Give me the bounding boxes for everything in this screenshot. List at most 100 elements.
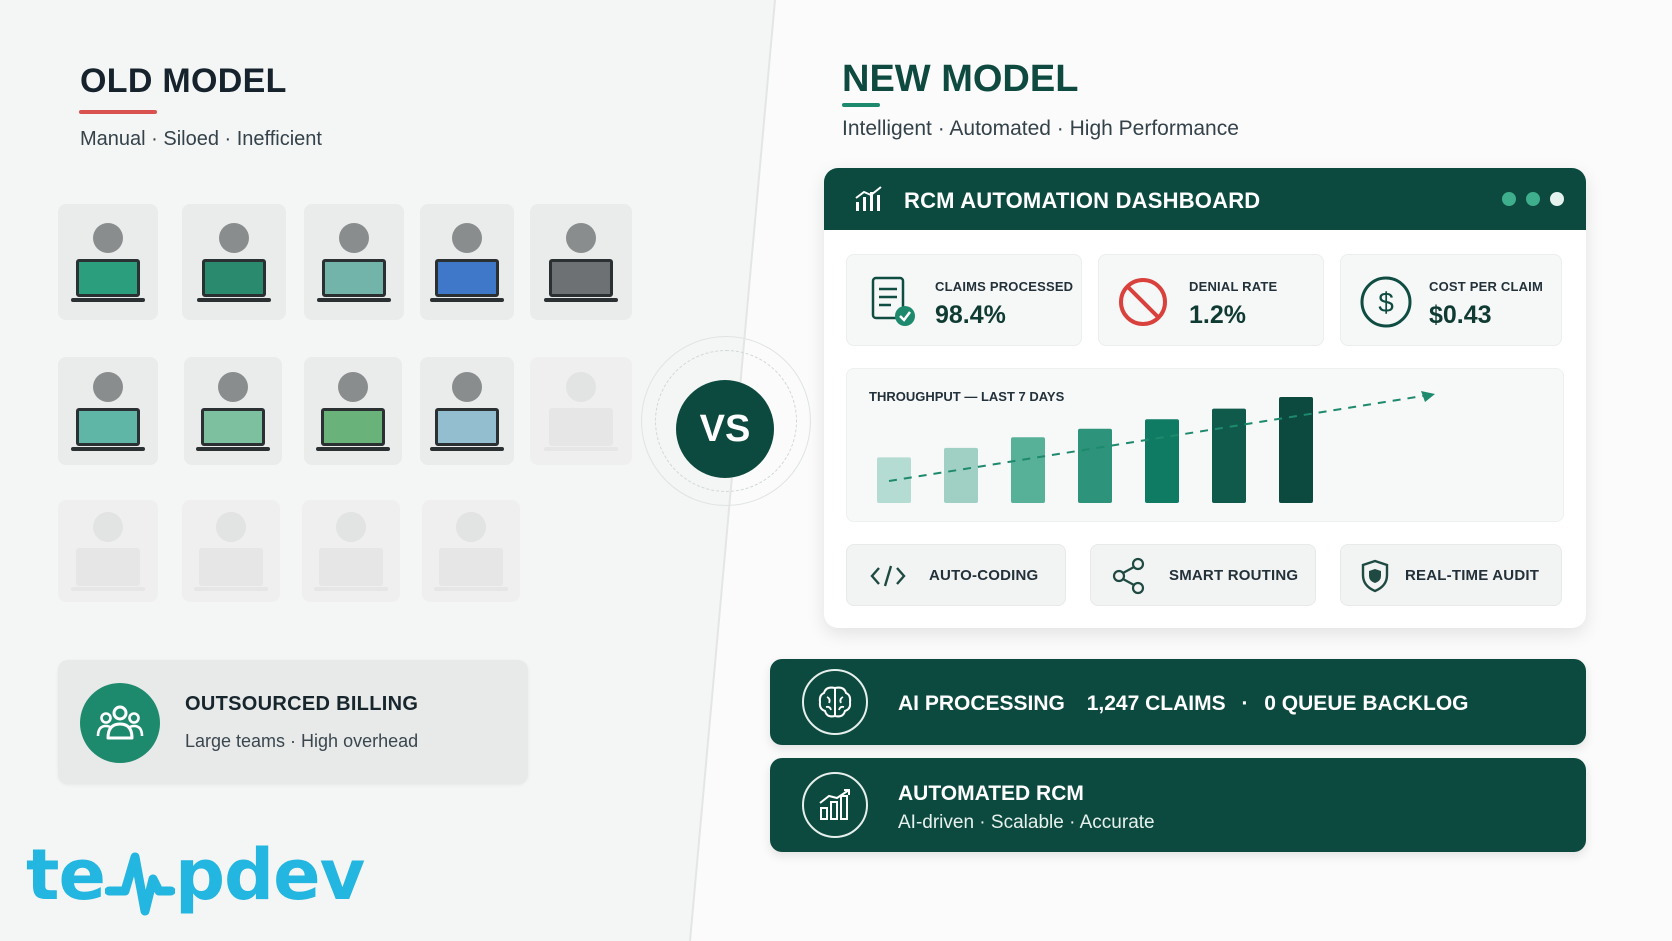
workstation-tile xyxy=(58,500,158,602)
metric-label: DENIAL RATE xyxy=(1189,279,1278,294)
person-icon xyxy=(339,222,369,253)
metric-value: 98.4% xyxy=(935,301,1006,329)
automated-rcm-title: AUTOMATED RCM xyxy=(898,782,1084,805)
person-icon xyxy=(452,222,482,253)
laptop-base xyxy=(314,586,388,591)
dashboard-title: RCM AUTOMATION DASHBOARD xyxy=(904,188,1261,213)
ai-processing-bar: AI PROCESSING 1,247 CLAIMS · 0 QUEUE BAC… xyxy=(770,659,1586,745)
new-model-underline xyxy=(842,103,880,107)
laptop-base xyxy=(430,297,504,302)
feature-label: SMART ROUTING xyxy=(1169,567,1299,584)
growth-chart-icon xyxy=(802,772,868,838)
throughput-bars xyxy=(877,391,1435,503)
metric-cost-per-claim: $ COST PER CLAIM $0.43 xyxy=(1340,254,1562,346)
old-model-underline xyxy=(79,110,157,114)
dashboard-header: RCM AUTOMATION DASHBOARD xyxy=(824,168,1586,230)
new-model-title: NEW MODEL xyxy=(842,58,1079,100)
window-dot xyxy=(1526,192,1540,206)
workstation-tile xyxy=(182,204,286,320)
metric-value: $0.43 xyxy=(1429,301,1492,329)
laptop-base xyxy=(196,446,270,451)
feature-smart-routing[interactable]: SMART ROUTING xyxy=(1090,544,1316,606)
old-model-title: OLD MODEL xyxy=(80,62,287,100)
prohibited-icon xyxy=(1119,278,1167,326)
trend-line xyxy=(888,394,1430,482)
laptop-icon xyxy=(322,258,386,297)
metric-label: CLAIMS PROCESSED xyxy=(935,279,1074,294)
feature-real-time-audit[interactable]: REAL-TIME AUDIT xyxy=(1340,544,1562,606)
laptop-base xyxy=(430,446,504,451)
metric-denial-rate: DENIAL RATE 1.2% xyxy=(1098,254,1324,346)
laptop-icon xyxy=(321,407,385,446)
old-model-subtitle: Manual · Siloed · Inefficient xyxy=(80,128,322,150)
laptop-base xyxy=(544,297,618,302)
person-icon xyxy=(336,511,366,542)
bar-chart-icon xyxy=(855,186,882,211)
users-group-icon xyxy=(80,683,160,763)
laptop-icon xyxy=(199,547,263,586)
svg-text:$: $ xyxy=(1378,287,1394,318)
person-icon xyxy=(93,511,123,542)
ai-queue-backlog: 0 QUEUE BACKLOG xyxy=(1264,692,1469,715)
laptop-base xyxy=(194,586,268,591)
laptop-icon xyxy=(435,407,499,446)
person-icon xyxy=(566,371,596,402)
laptop-icon xyxy=(202,258,266,297)
rcm-dashboard-card: RCM AUTOMATION DASHBOARD CLAIMS PROCESSE… xyxy=(824,168,1586,628)
ai-processing-line: AI PROCESSING 1,247 CLAIMS · 0 QUEUE BAC… xyxy=(898,692,1468,716)
throughput-bar xyxy=(1011,437,1045,503)
laptop-base xyxy=(316,446,390,451)
workstation-tile xyxy=(420,357,514,465)
person-icon xyxy=(218,371,248,402)
laptop-base xyxy=(434,586,508,591)
throughput-bar xyxy=(1279,397,1313,503)
brain-icon xyxy=(802,669,868,735)
throughput-bar xyxy=(944,447,978,503)
person-icon xyxy=(456,511,486,542)
laptop-icon xyxy=(201,407,265,446)
vs-inner-ring xyxy=(655,350,797,492)
person-icon xyxy=(566,222,596,253)
new-model-subtitle: Intelligent · Automated · High Performan… xyxy=(842,117,1239,140)
workstation-tile xyxy=(530,357,632,465)
workstation-tile xyxy=(530,204,632,320)
share-nodes-icon xyxy=(1112,557,1145,595)
workstation-tile xyxy=(184,357,282,465)
trend-arrow-icon xyxy=(1421,391,1435,402)
shield-icon xyxy=(1361,559,1389,593)
brand-logo: te pdev xyxy=(26,834,365,929)
logo-pulse-mark xyxy=(104,852,175,916)
ai-claims-count: 1,247 CLAIMS xyxy=(1086,692,1226,715)
logo-text-end: pdev xyxy=(174,834,365,916)
workstation-tile xyxy=(182,500,280,602)
workstation-tile xyxy=(304,357,402,465)
outsourced-billing-card: OUTSOURCED BILLING Large teams · High ov… xyxy=(58,660,528,784)
workstation-tile xyxy=(422,500,520,602)
outsourced-billing-subtitle: Large teams · High overhead xyxy=(185,731,419,751)
document-check-icon xyxy=(871,276,915,326)
laptop-base xyxy=(317,297,391,302)
laptop-base xyxy=(544,446,618,451)
laptop-icon xyxy=(439,547,503,586)
throughput-label: THROUGHPUT — LAST 7 DAYS xyxy=(869,389,1065,404)
separator: · xyxy=(1241,692,1249,715)
person-icon xyxy=(338,371,368,402)
metric-label: COST PER CLAIM xyxy=(1429,279,1544,294)
window-dot xyxy=(1502,192,1516,206)
laptop-base xyxy=(197,297,271,302)
workstation-tile xyxy=(58,204,158,320)
laptop-icon xyxy=(319,547,383,586)
person-icon xyxy=(93,371,123,402)
laptop-base xyxy=(71,297,145,302)
vs-badge: VS xyxy=(676,380,774,478)
feature-label: REAL-TIME AUDIT xyxy=(1405,567,1540,584)
laptop-icon xyxy=(549,407,613,446)
automated-rcm-subtitle: AI-driven · Scalable · Accurate xyxy=(898,812,1155,833)
workstation-tile xyxy=(58,357,158,465)
throughput-chart: THROUGHPUT — LAST 7 DAYS xyxy=(846,368,1564,522)
feature-auto-coding[interactable]: AUTO-CODING xyxy=(846,544,1066,606)
laptop-icon xyxy=(76,407,140,446)
laptop-icon xyxy=(549,258,613,297)
workstation-tile xyxy=(304,204,404,320)
metric-claims-processed: CLAIMS PROCESSED 98.4% xyxy=(846,254,1082,346)
